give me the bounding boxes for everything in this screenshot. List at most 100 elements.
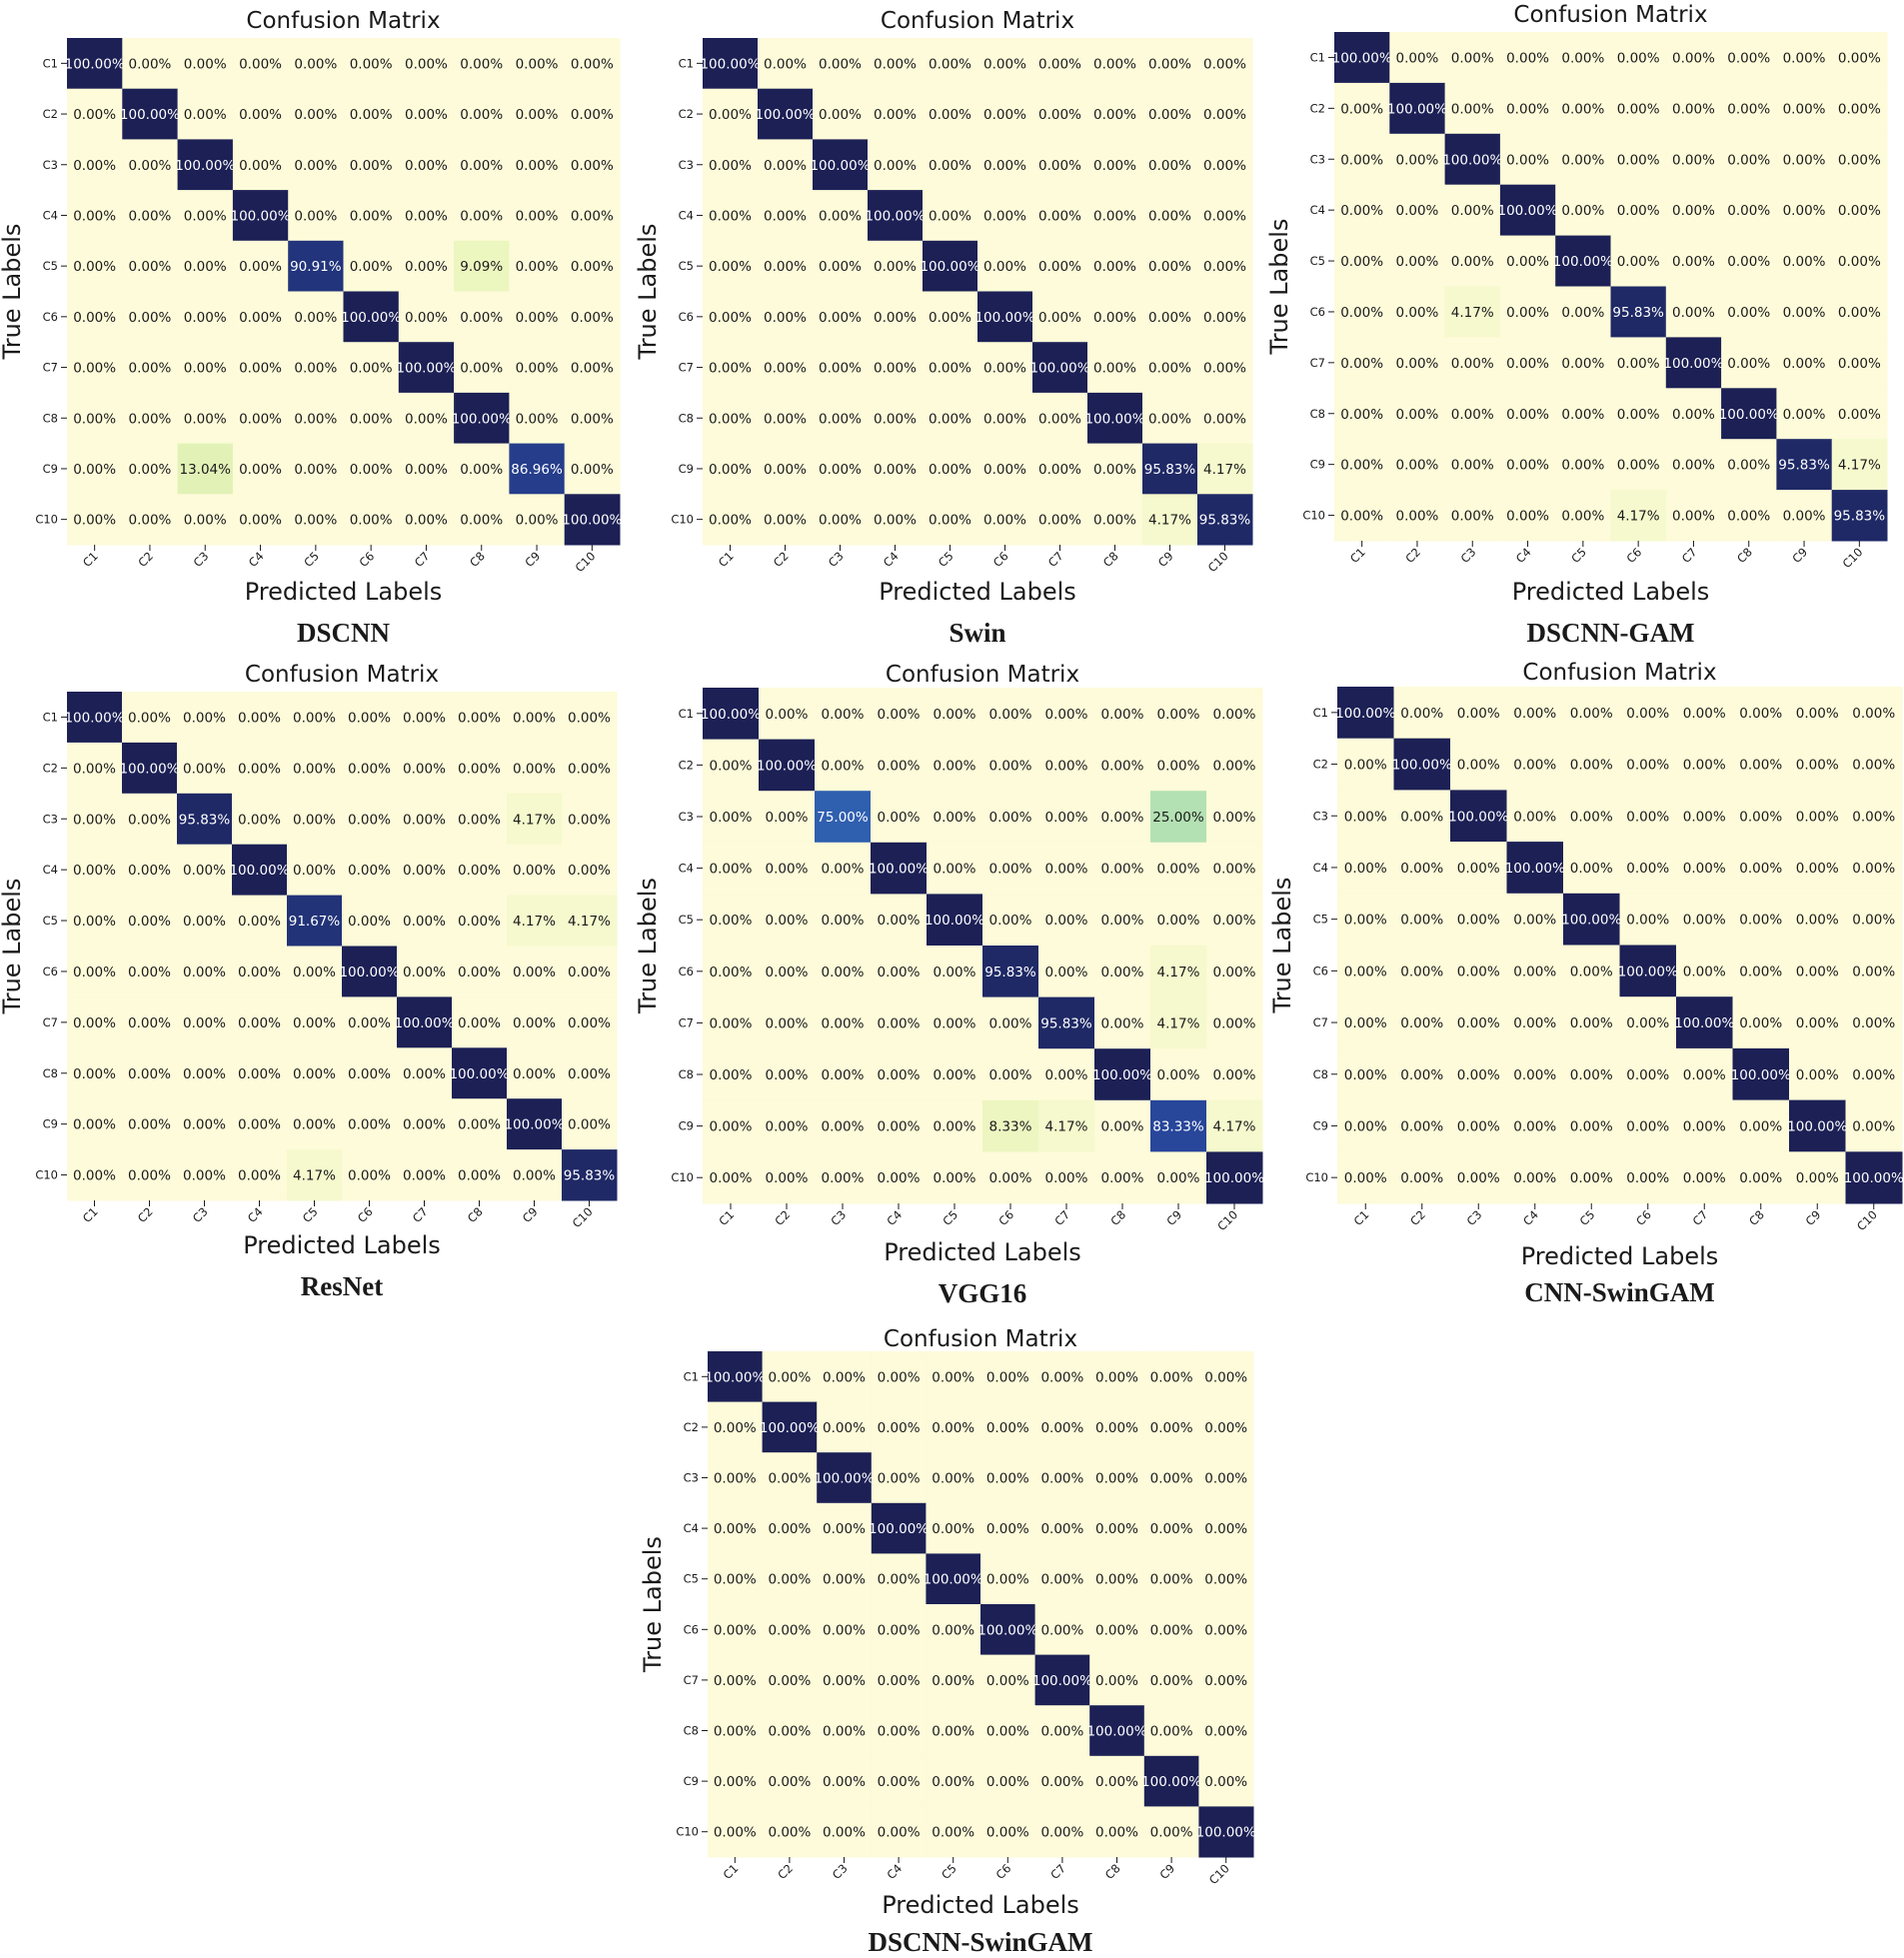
heatmap-cell <box>1619 945 1677 997</box>
y-tick-label: C10 <box>671 1170 694 1184</box>
cell-value-label: 0.00% <box>1045 965 1088 980</box>
heatmap-cell <box>67 190 123 242</box>
cell-value-label: 90.91% <box>290 259 342 275</box>
cell-value-label: 0.00% <box>183 1168 226 1184</box>
cell-value-label: 0.00% <box>1457 964 1500 979</box>
cell-value-label: 0.00% <box>878 758 921 774</box>
cell-value-label: 0.00% <box>709 513 752 529</box>
cell-value-label: 95.83% <box>1144 462 1196 478</box>
x-tick-label: C3 <box>830 1861 851 1882</box>
cell-value-label: 0.00% <box>1038 259 1081 275</box>
heatmap-cell <box>564 190 621 242</box>
heatmap-cell <box>1032 240 1088 292</box>
heatmap-cell <box>1150 842 1207 895</box>
y-tick-label: C5 <box>43 259 58 273</box>
heatmap-cell <box>1389 388 1446 440</box>
x-tick-label: C5 <box>940 1207 960 1228</box>
y-tick-label: C6 <box>679 965 694 979</box>
heatmap-cell <box>1393 842 1451 895</box>
heatmap-cell <box>1334 133 1390 186</box>
heatmap-cell <box>1032 443 1088 495</box>
x-tick-label: C3 <box>1458 545 1479 566</box>
y-axis-label: True Labels <box>639 1536 667 1673</box>
heatmap-cell <box>454 342 510 394</box>
cell-value-label: 0.00% <box>1213 707 1256 723</box>
cell-value-label: 0.00% <box>1739 861 1782 877</box>
cell-value-label: 0.00% <box>1344 809 1387 825</box>
heatmap-cell <box>977 190 1033 242</box>
heatmap-cell <box>927 946 983 998</box>
heatmap-cell <box>926 1654 981 1706</box>
cell-value-label: 0.00% <box>878 707 921 723</box>
cell-value-label: 0.00% <box>929 208 971 224</box>
cell-value-label: 0.00% <box>768 1369 811 1385</box>
cell-value-label: 0.00% <box>403 812 446 828</box>
heatmap-cell <box>762 1502 818 1554</box>
cell-value-label: 0.00% <box>1204 1774 1247 1790</box>
heatmap-cell <box>868 291 924 343</box>
panel-title: Confusion Matrix <box>884 1326 1077 1352</box>
cell-value-label: 86.96% <box>511 462 563 478</box>
cell-value-label: 0.00% <box>1157 1170 1200 1186</box>
heatmap-cell <box>288 342 344 394</box>
heatmap-cell <box>871 739 928 792</box>
heatmap-cell <box>454 443 510 495</box>
heatmap-cell <box>342 1149 398 1201</box>
heatmap-cell <box>1665 184 1722 237</box>
x-tick-label: C8 <box>465 1204 486 1225</box>
heatmap-cell <box>452 1047 508 1099</box>
cell-value-label: 0.00% <box>1739 706 1782 722</box>
cell-value-label: 0.00% <box>293 710 336 726</box>
heatmap-cell <box>1555 337 1611 389</box>
heatmap-cell <box>1337 738 1394 791</box>
y-tick-label: C8 <box>1313 1067 1328 1081</box>
cell-value-label: 0.00% <box>1796 758 1839 774</box>
cell-value-label: 0.00% <box>516 208 559 224</box>
y-tick-label: C6 <box>43 965 58 979</box>
heatmap-cell <box>813 443 869 495</box>
cell-value-label: 0.00% <box>1095 1673 1138 1689</box>
cell-value-label: 0.00% <box>128 710 171 726</box>
cell-value-label: 100.00% <box>396 361 456 377</box>
cell-value-label: 0.00% <box>513 965 556 980</box>
heatmap-cell <box>564 38 621 90</box>
cell-value-label: 0.00% <box>1148 411 1191 427</box>
heatmap-cell <box>1610 133 1667 186</box>
heatmap-cell <box>1789 1047 1846 1101</box>
y-tick-label: C10 <box>1302 509 1325 523</box>
heatmap-cell <box>1450 1099 1507 1152</box>
cell-value-label: 0.00% <box>460 513 503 529</box>
cell-value-label: 0.00% <box>1340 203 1383 219</box>
cell-value-label: 0.00% <box>1101 810 1144 826</box>
cell-value-label: 100.00% <box>977 1622 1037 1638</box>
heatmap-cell <box>232 494 289 546</box>
cell-value-label: 0.00% <box>571 158 614 174</box>
y-tick-label: C3 <box>679 158 694 172</box>
heatmap-cell <box>343 494 400 546</box>
y-tick-label: C1 <box>684 1369 699 1383</box>
heatmap-cell <box>1393 893 1451 946</box>
x-tick-label: C7 <box>412 549 433 570</box>
cell-value-label: 0.00% <box>822 1170 865 1186</box>
heatmap-cell <box>1610 32 1667 84</box>
heatmap-cell <box>177 844 233 897</box>
cell-value-label: 0.00% <box>710 1015 753 1031</box>
heatmap-cell <box>1089 1351 1145 1403</box>
heatmap-cell <box>1143 1654 1199 1706</box>
cell-value-label: 0.00% <box>766 1119 809 1135</box>
heatmap-cell <box>177 742 233 795</box>
heatmap-cell <box>817 1452 873 1504</box>
cell-value-label: 0.00% <box>1040 1572 1083 1588</box>
cell-value-label: 0.00% <box>403 863 446 879</box>
heatmap-cell <box>1038 894 1095 947</box>
cell-value-label: 0.00% <box>403 1168 446 1184</box>
cell-value-label: 0.00% <box>1739 964 1782 979</box>
heatmap-cell <box>122 1149 178 1201</box>
cell-value-label: 0.00% <box>986 1774 1029 1790</box>
y-tick-label: C8 <box>43 1066 58 1080</box>
heatmap-cell <box>67 88 123 140</box>
cell-value-label: 0.00% <box>405 107 448 123</box>
heatmap-cell <box>1197 190 1253 242</box>
cell-value-label: 0.00% <box>764 208 807 224</box>
